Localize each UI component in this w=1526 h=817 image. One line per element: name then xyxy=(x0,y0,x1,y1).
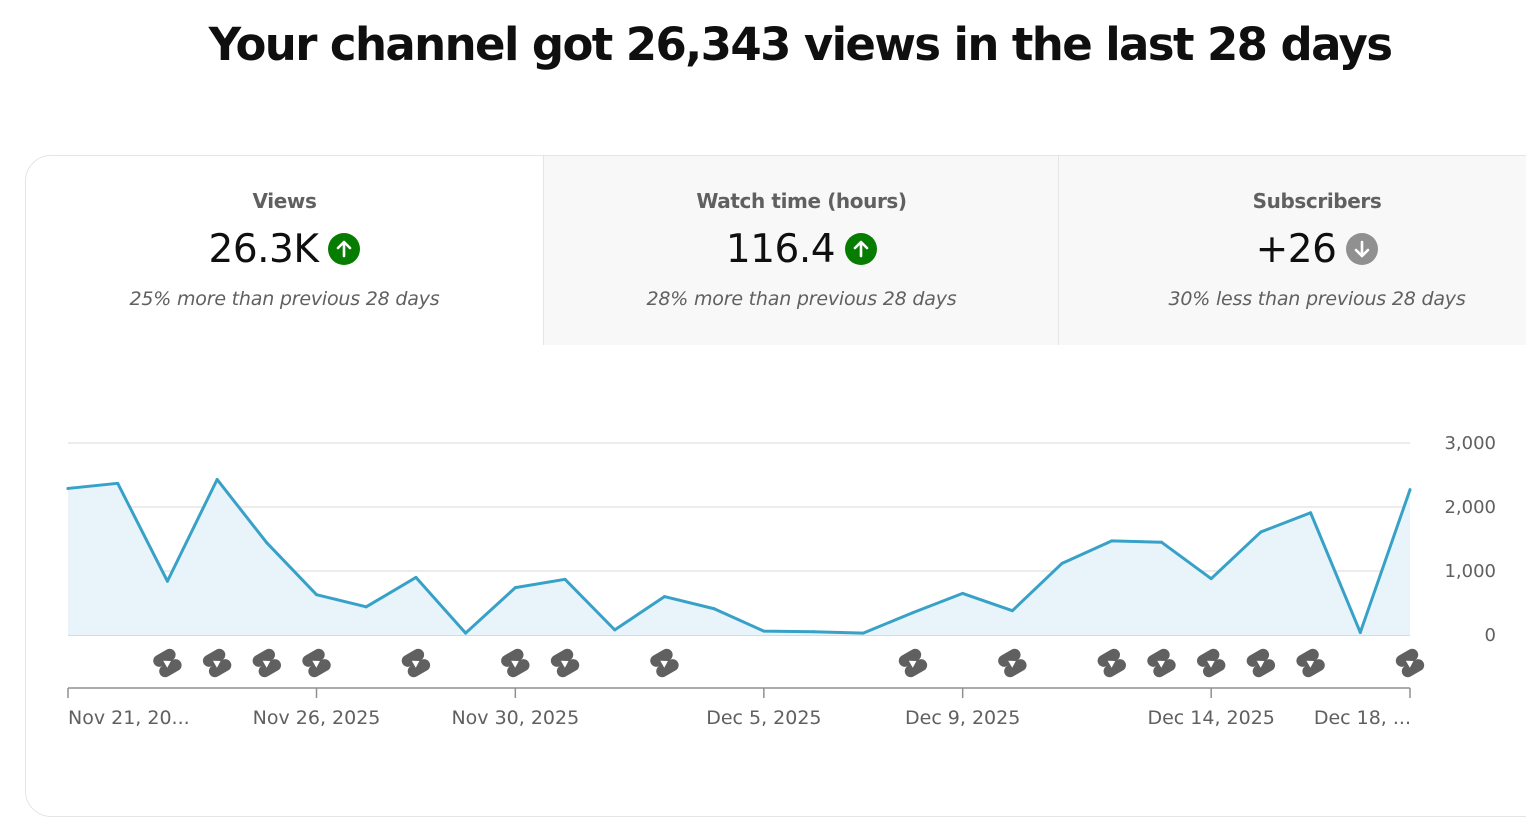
data-point xyxy=(1110,539,1114,543)
data-point xyxy=(712,607,716,611)
tab-watch-time-comparison: 28% more than previous 28 days xyxy=(646,288,957,310)
data-point xyxy=(1159,540,1163,544)
youtube-shorts-icon[interactable] xyxy=(549,647,582,680)
youtube-shorts-icon[interactable] xyxy=(250,647,283,680)
youtube-shorts-icon[interactable] xyxy=(400,647,433,680)
data-point xyxy=(265,541,269,545)
data-point xyxy=(1010,609,1014,613)
data-point xyxy=(861,631,865,635)
tab-views[interactable]: Views 26.3K 25% more than previous 28 da… xyxy=(26,156,543,345)
y-tick-label: 3,000 xyxy=(1444,433,1496,454)
tab-watch-time-title: Watch time (hours) xyxy=(696,189,907,213)
views-area xyxy=(68,479,1410,635)
youtube-shorts-icon[interactable] xyxy=(648,647,681,680)
x-tick-label: Dec 9, 2025 xyxy=(905,707,1020,729)
tab-watch-time[interactable]: Watch time (hours) 116.4 28% more than p… xyxy=(543,156,1059,345)
data-point xyxy=(563,577,567,581)
data-point xyxy=(165,579,169,583)
youtube-shorts-icon[interactable] xyxy=(151,647,184,680)
youtube-shorts-icon[interactable] xyxy=(1294,647,1327,680)
youtube-shorts-icon[interactable] xyxy=(1195,647,1228,680)
page-headline: Your channel got 26,343 views in the las… xyxy=(208,18,1393,71)
y-tick-label: 0 xyxy=(1485,625,1496,646)
data-point xyxy=(1408,488,1412,492)
tab-subscribers-value: +26 xyxy=(1255,226,1337,272)
youtube-shorts-icon[interactable] xyxy=(499,647,532,680)
data-point xyxy=(762,629,766,633)
data-point xyxy=(215,477,219,481)
data-point xyxy=(1309,511,1313,515)
arrow-up-icon xyxy=(845,233,878,265)
tab-views-title: Views xyxy=(252,189,317,213)
data-point xyxy=(1259,530,1263,534)
data-point xyxy=(1209,577,1213,581)
x-tick-label: Nov 26, 2025 xyxy=(253,707,381,729)
analytics-card: Views 26.3K 25% more than previous 28 da… xyxy=(25,155,1526,817)
x-tick-label: Nov 30, 2025 xyxy=(451,707,579,729)
tab-views-value: 26.3K xyxy=(208,226,319,272)
views-line xyxy=(66,477,1412,635)
data-point xyxy=(812,630,816,634)
data-point xyxy=(315,593,319,597)
x-tick-label: Nov 21, 20... xyxy=(68,707,190,729)
x-tick-label: Dec 14, 2025 xyxy=(1147,707,1274,729)
data-point xyxy=(613,628,617,632)
x-tick-label: Dec 18, ... xyxy=(1314,707,1411,729)
youtube-shorts-icon[interactable] xyxy=(201,647,234,680)
arrow-down-icon xyxy=(1346,233,1379,265)
data-point xyxy=(464,631,468,635)
data-point xyxy=(364,605,368,609)
data-point xyxy=(66,486,70,490)
tab-subscribers-title: Subscribers xyxy=(1252,189,1382,213)
youtube-shorts-icon[interactable] xyxy=(1394,647,1427,680)
y-tick-label: 2,000 xyxy=(1444,497,1496,518)
views-chart[interactable]: 0 1,000 2,000 3,000 Nov 21, 20... Nov 26, 202… xyxy=(0,0,1526,771)
tab-watch-time-value: 116.4 xyxy=(725,226,836,272)
x-tick-label: Dec 5, 2025 xyxy=(706,707,821,729)
tab-views-comparison: 25% more than previous 28 days xyxy=(129,288,440,310)
data-point xyxy=(911,611,915,615)
tab-subscribers-comparison: 30% less than previous 28 days xyxy=(1168,288,1466,310)
youtube-shorts-icon[interactable] xyxy=(897,647,930,680)
youtube-shorts-icon[interactable] xyxy=(1244,647,1277,680)
tab-subscribers[interactable]: Subscribers +26 30% less than previous 2… xyxy=(1058,156,1526,345)
y-tick-label: 1,000 xyxy=(1444,561,1496,582)
arrow-up-icon xyxy=(328,233,361,265)
data-point xyxy=(662,595,666,599)
youtube-shorts-icon[interactable] xyxy=(1095,647,1128,680)
data-point xyxy=(513,586,517,590)
data-point xyxy=(1060,561,1064,565)
youtube-shorts-icon[interactable] xyxy=(996,647,1029,680)
youtube-shorts-icon[interactable] xyxy=(300,647,333,680)
data-point xyxy=(961,591,965,595)
youtube-shorts-icon[interactable] xyxy=(1145,647,1178,680)
data-point xyxy=(414,575,418,579)
data-point xyxy=(116,481,120,485)
data-point xyxy=(1358,630,1362,634)
